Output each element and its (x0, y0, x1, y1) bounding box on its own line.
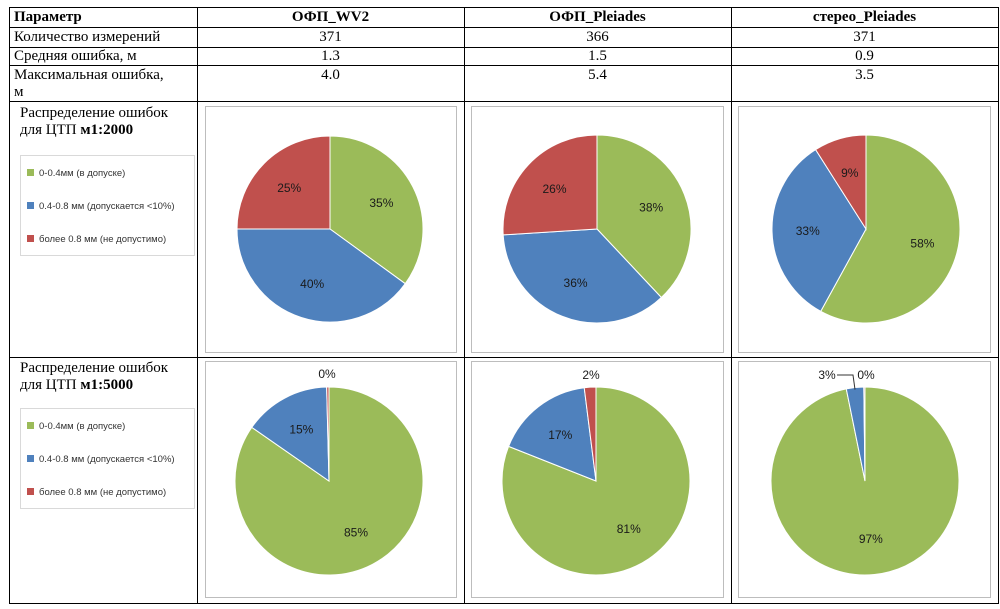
row-label-line: Распределение ошибок (20, 105, 169, 121)
row-label-max-error-unit: м (14, 84, 24, 100)
legend-swatch (27, 235, 34, 242)
pie-leader-line (837, 374, 856, 390)
table-col-divider (731, 7, 732, 604)
pie-slice (326, 386, 330, 482)
legend: 0-0.4мм (в допуске) 0.4-0.8 мм (допускае… (20, 408, 195, 509)
pie-slice (236, 228, 406, 323)
legend-label: 0.4-0.8 мм (допускается <10%) (39, 201, 175, 212)
pie-slice (502, 228, 663, 324)
row-label-scale: м1:2000 (80, 122, 134, 138)
pie-slice-label: 35% (369, 196, 393, 210)
legend: 0-0.4мм (в допуске) 0.4-0.8 мм (допускае… (20, 155, 195, 256)
row-label-prefix: для ЦТП (20, 377, 81, 393)
pie-slice-label: 0% (857, 368, 875, 382)
row-label-dist-2000: Распределение ошибок для ЦТП м1:2000 (20, 105, 168, 139)
legend-item: 0-0.4мм (в допуске) (27, 168, 125, 179)
legend-swatch (27, 488, 34, 495)
legend-item: 0-0.4мм (в допуске) (27, 421, 125, 432)
row-label-line: для ЦТП м1:2000 (20, 122, 168, 139)
table-cell: 0.9 (855, 48, 874, 64)
pie-slice (236, 135, 331, 230)
table-cell: 371 (853, 29, 876, 45)
table-rule (9, 47, 999, 48)
legend-swatch (27, 202, 34, 209)
header-ofp-pleiades: ОФП_Pleiades (549, 9, 646, 25)
table-border-right (998, 7, 999, 604)
row-label-line: для ЦТП м1:5000 (20, 377, 168, 394)
table-col-divider (197, 7, 198, 604)
pie-slice (583, 386, 597, 482)
pie-slice (820, 134, 961, 324)
table-cell: 4.0 (321, 67, 340, 83)
table-border-top (9, 7, 999, 8)
pie-slice-label: 85% (344, 526, 368, 540)
table-cell: 1.3 (321, 48, 340, 64)
pie-slice (507, 387, 597, 482)
pie-slice (814, 134, 867, 231)
pie-slice-label: 26% (543, 182, 567, 196)
row-label-scale: м1:5000 (80, 377, 134, 393)
table-cell: 371 (319, 29, 342, 45)
legend-label: 0-0.4мм (в допуске) (39, 168, 126, 179)
pie-slice-label: 9% (841, 166, 859, 180)
pie-slice-label: 2% (582, 368, 600, 382)
legend-item: 0.4-0.8 мм (допускается <10%) (27, 454, 175, 465)
pie-slice (771, 148, 867, 313)
legend-item: 0.4-0.8 мм (допускается <10%) (27, 201, 175, 212)
pie-slice (863, 386, 866, 482)
table-rule (9, 27, 999, 28)
legend-item: более 0.8 мм (не допустимо) (27, 487, 166, 498)
legend-label: 0-0.4мм (в допуске) (39, 421, 126, 432)
table-cell: 3.5 (855, 67, 874, 83)
row-label-prefix: для ЦТП (20, 122, 81, 138)
pie-slice (251, 386, 330, 482)
pie-slice (596, 134, 692, 299)
pie-slice-label: 17% (548, 428, 572, 442)
table-rule (9, 101, 999, 102)
pie-slice-label: 58% (910, 236, 934, 250)
table-col-divider (464, 7, 465, 604)
row-label-count: Количество измерений (14, 29, 161, 45)
legend-label: более 0.8 мм (не допустимо) (39, 487, 167, 498)
table-cell: 1.5 (588, 48, 607, 64)
pie-slice-label: 97% (859, 532, 883, 546)
legend-item: более 0.8 мм (не допустимо) (27, 234, 166, 245)
legend-label: более 0.8 мм (не допустимо) (39, 234, 167, 245)
table-border-left (9, 7, 10, 604)
pie-slice-label: 33% (796, 224, 820, 238)
pie-slice-label: 40% (300, 277, 324, 291)
row-label-line: Распределение ошибок (20, 360, 169, 376)
legend-label: 0.4-0.8 мм (допускается <10%) (39, 454, 175, 465)
pie-slice-label: 36% (564, 276, 588, 290)
legend-swatch (27, 422, 34, 429)
legend-swatch (27, 455, 34, 462)
pie-slice-label: 81% (617, 522, 641, 536)
header-parameter: Параметр (14, 9, 82, 25)
table-rule (9, 357, 999, 358)
table-border-bottom (9, 603, 999, 604)
row-label-dist-5000: Распределение ошибок для ЦТП м1:5000 (20, 360, 168, 394)
table-rule (9, 65, 999, 66)
table-cell: 5.4 (588, 67, 607, 83)
pie-slice-label: 0% (318, 367, 336, 381)
row-label-max-error: Максимальная ошибка, (14, 67, 164, 83)
pie-slice (329, 135, 424, 285)
pie-slice-label: 15% (289, 423, 313, 437)
table-cell: 366 (586, 29, 609, 45)
header-stereo-pleiades: стерео_Pleiades (812, 9, 917, 25)
pie-slice-label: 3% (818, 368, 836, 382)
pie-slice-label: 38% (639, 201, 663, 215)
pie-slice (502, 134, 598, 236)
row-label-mean-error: Средняя ошибка, м (14, 48, 137, 64)
pie-slice-label: 25% (277, 181, 301, 195)
pie-slice (234, 386, 424, 576)
legend-swatch (27, 169, 34, 176)
header-ofp-wv2: ОФП_WV2 (291, 9, 370, 25)
